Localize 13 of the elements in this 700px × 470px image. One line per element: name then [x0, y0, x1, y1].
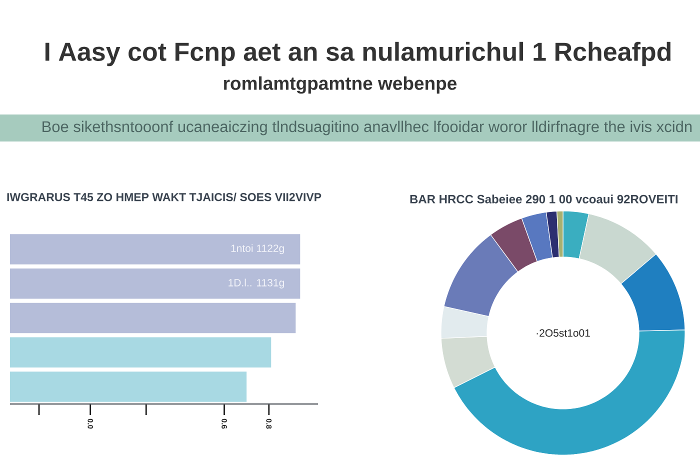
bar	[10, 302, 296, 334]
bar	[10, 268, 300, 299]
bar	[10, 372, 247, 402]
text: romlamtgpamtne webenpe	[224, 76, 457, 94]
text: ·2O5st1o01	[536, 329, 590, 337]
data-label: 1D.l.. 1131g	[228, 278, 284, 288]
text: Boe sikethsntooonf ucaneaiczing tlndsuagitino anavllhec lfooidar woror lldirfnagre the ivis xcidn	[42, 120, 692, 136]
chart-title: IWGRARUS T45 ZO HMEP WAKT TJAICIS/ SOES VII2VIVP	[7, 192, 322, 202]
chart-title: BAR HRCC Sabeiee 290 1 00 vcoaui 92ROVEITI	[410, 194, 678, 204]
bar	[10, 337, 272, 368]
data-label: 1ntoi 1122g	[231, 244, 284, 254]
text: I Aasy cot Fcnp aet an sa nulamurichul 1 Rcheafpd	[45, 42, 671, 66]
bar	[10, 234, 300, 264]
